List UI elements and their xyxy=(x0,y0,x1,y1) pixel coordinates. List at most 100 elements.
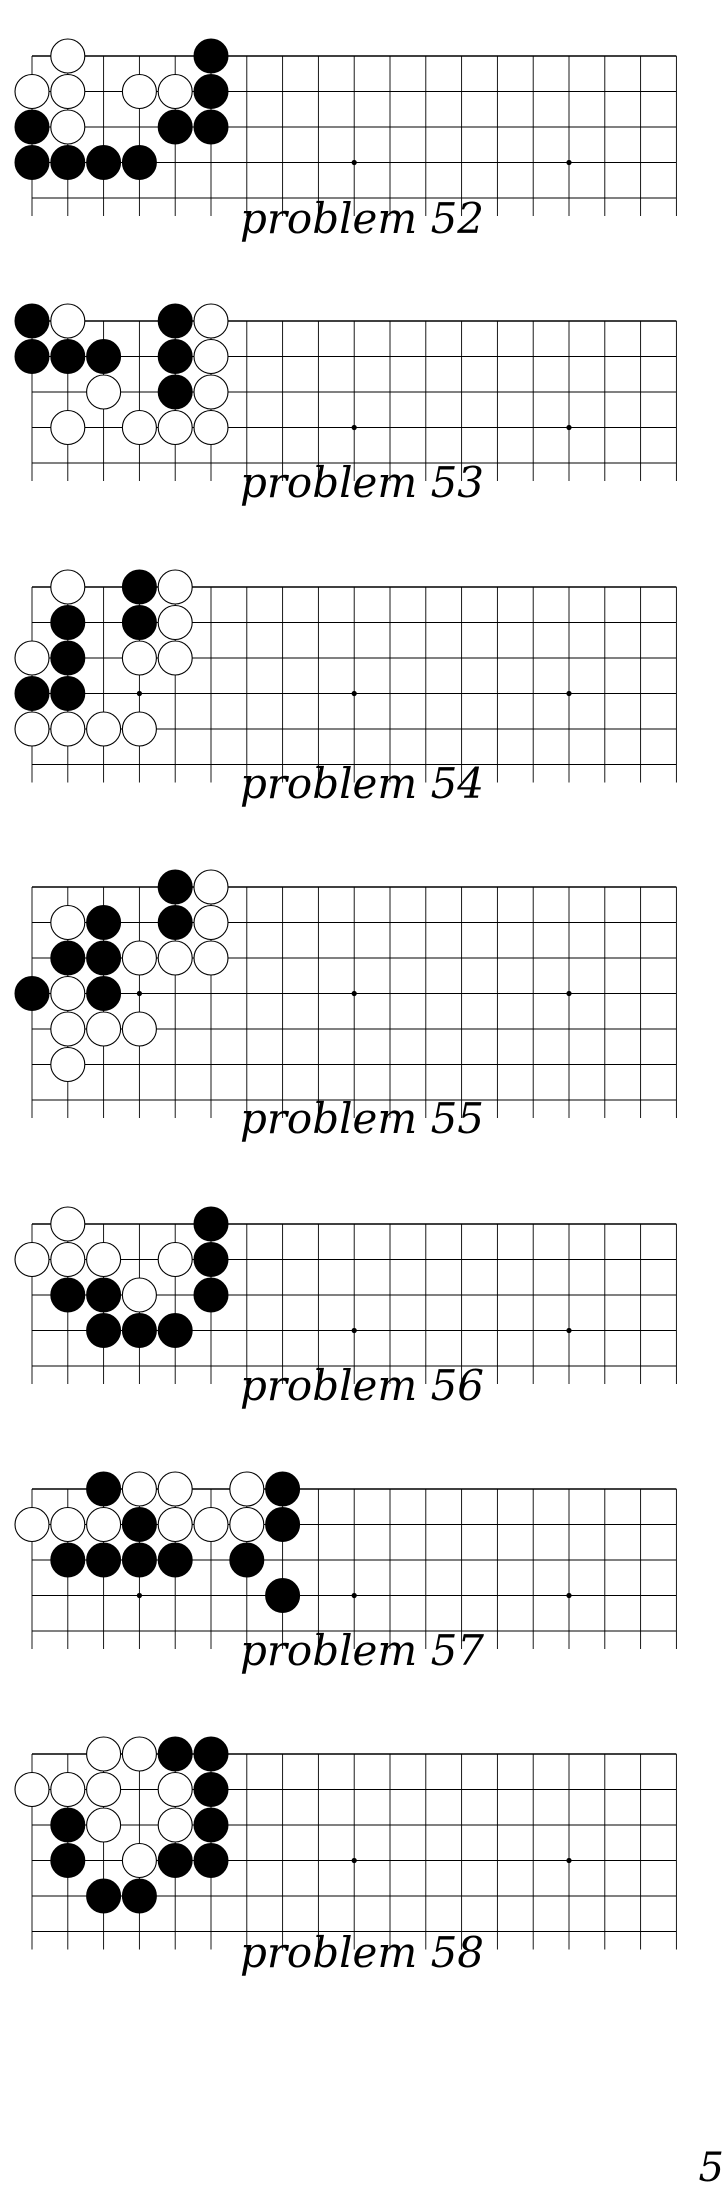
board-grid xyxy=(14,303,677,481)
white-stone xyxy=(157,640,193,676)
go-board xyxy=(14,1206,677,1384)
white-stone xyxy=(157,604,193,641)
white-stone xyxy=(14,711,50,747)
star-point xyxy=(566,159,572,166)
white-stone xyxy=(50,303,86,339)
white-stone xyxy=(50,975,86,1012)
white-stone xyxy=(121,73,157,110)
black-stone xyxy=(193,1736,229,1772)
white-stone xyxy=(193,940,229,976)
black-stone xyxy=(121,569,157,605)
white-stone xyxy=(193,869,229,905)
white-stone xyxy=(50,1011,86,1047)
black-stone xyxy=(265,1578,301,1613)
black-stone xyxy=(157,109,193,145)
white-stone xyxy=(86,711,122,747)
star-point xyxy=(351,690,357,697)
black-stone xyxy=(157,1313,193,1348)
black-stone xyxy=(121,1878,157,1914)
star-point xyxy=(351,424,357,431)
black-stone xyxy=(50,605,86,640)
black-stone xyxy=(86,1471,122,1507)
black-stone xyxy=(157,303,193,339)
star-point xyxy=(351,990,357,997)
white-stone xyxy=(50,711,86,747)
white-stone xyxy=(121,640,157,676)
white-stone xyxy=(157,1807,193,1843)
black-stone xyxy=(86,145,122,180)
white-stone xyxy=(50,1771,86,1808)
black-stone xyxy=(157,1542,193,1578)
star-point xyxy=(351,1592,357,1599)
black-stone xyxy=(86,940,122,976)
white-stone xyxy=(157,409,193,446)
white-stone xyxy=(157,1241,193,1278)
black-stone xyxy=(50,145,86,180)
black-stone xyxy=(86,1542,122,1578)
black-stone xyxy=(157,374,193,410)
white-stone xyxy=(50,904,86,941)
white-stone xyxy=(193,374,229,410)
star-point xyxy=(136,690,142,697)
white-stone xyxy=(50,569,86,605)
white-stone xyxy=(50,1241,86,1278)
star-point xyxy=(136,1592,142,1599)
white-stone xyxy=(50,38,86,74)
white-stone xyxy=(14,73,50,110)
black-stone xyxy=(50,676,86,711)
black-stone xyxy=(121,1542,157,1578)
white-stone xyxy=(86,1771,122,1808)
black-stone xyxy=(14,145,50,180)
black-stone xyxy=(14,303,50,339)
board-grid xyxy=(14,1206,677,1384)
black-stone xyxy=(229,1542,265,1578)
white-stone xyxy=(86,1807,122,1843)
black-stone xyxy=(193,1807,229,1843)
white-stone xyxy=(86,1736,122,1772)
black-stone xyxy=(14,976,50,1011)
black-stone xyxy=(193,1843,229,1878)
black-stone xyxy=(121,1313,157,1348)
white-stone xyxy=(121,1471,157,1507)
board-grid xyxy=(14,38,677,216)
white-stone xyxy=(193,338,229,375)
white-stone xyxy=(14,1771,50,1808)
black-stone xyxy=(157,1843,193,1878)
white-stone xyxy=(193,904,229,941)
white-stone xyxy=(50,409,86,446)
black-stone xyxy=(14,676,50,711)
go-board xyxy=(14,38,677,216)
star-point xyxy=(351,159,357,166)
board-grid xyxy=(14,569,677,783)
white-stone xyxy=(157,940,193,976)
black-stone xyxy=(193,1206,229,1242)
problem-caption: problem 58 xyxy=(239,1928,485,1977)
black-stone xyxy=(50,1843,86,1878)
board-grid xyxy=(14,869,677,1118)
black-stone xyxy=(193,1772,229,1807)
star-point xyxy=(351,1857,357,1864)
star-point xyxy=(566,1327,572,1334)
white-stone xyxy=(14,640,50,676)
go-board xyxy=(14,869,677,1118)
white-stone xyxy=(121,1842,157,1879)
black-stone xyxy=(50,640,86,676)
white-stone xyxy=(50,1046,86,1083)
white-stone xyxy=(50,109,86,145)
white-stone xyxy=(193,1506,229,1543)
board-grid xyxy=(14,1471,677,1649)
white-stone xyxy=(193,409,229,446)
white-stone xyxy=(121,1011,157,1047)
black-stone xyxy=(193,109,229,145)
white-stone xyxy=(157,1771,193,1808)
black-stone xyxy=(193,1277,229,1313)
black-stone xyxy=(86,1313,122,1348)
white-stone xyxy=(86,1011,122,1047)
white-stone xyxy=(157,73,193,110)
white-stone xyxy=(86,374,122,410)
white-stone xyxy=(157,1471,193,1507)
star-point xyxy=(566,1857,572,1864)
board-grid xyxy=(14,1736,677,1950)
black-stone xyxy=(121,145,157,180)
